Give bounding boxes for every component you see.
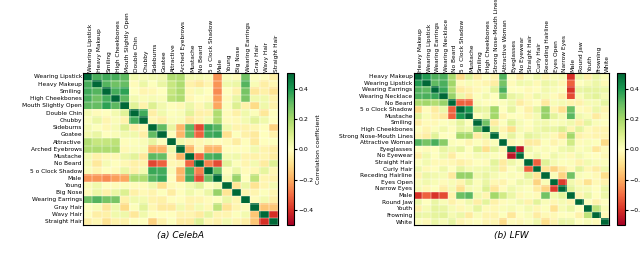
- Text: (b) LFW: (b) LFW: [494, 231, 529, 241]
- Y-axis label: Correlation coefficient: Correlation coefficient: [316, 114, 321, 184]
- Text: (a) CelebA: (a) CelebA: [157, 231, 204, 241]
